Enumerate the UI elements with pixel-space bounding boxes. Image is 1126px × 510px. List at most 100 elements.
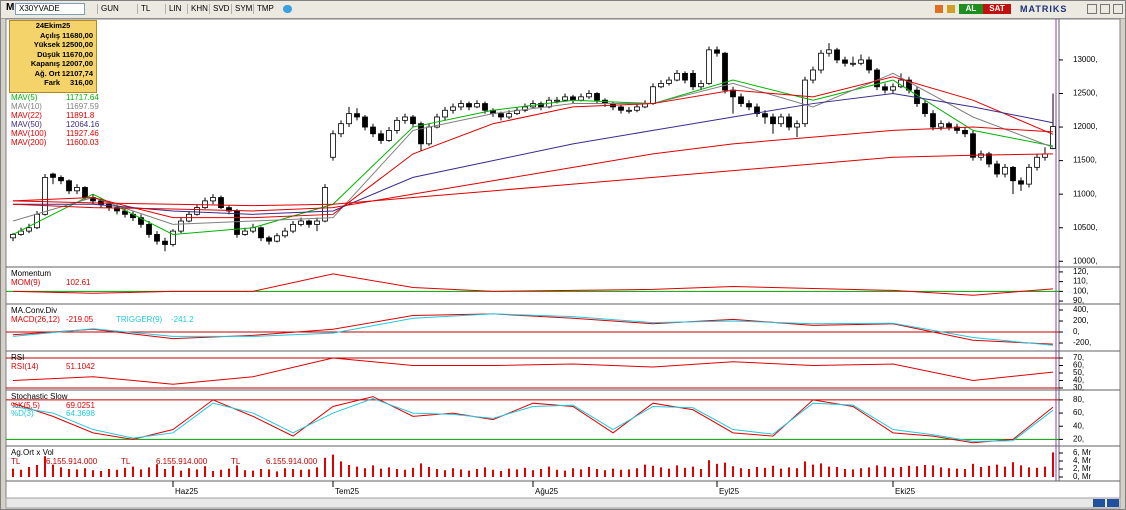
volume-bar bbox=[260, 469, 262, 477]
volume-bar bbox=[884, 466, 886, 477]
candle-body bbox=[786, 116, 792, 128]
volume-bar bbox=[148, 467, 150, 477]
candle-body bbox=[962, 130, 968, 135]
legend-value: 102.61 bbox=[66, 278, 91, 287]
volume-bar bbox=[668, 468, 670, 477]
toolbar: M X30YVADE AL SAT MATRIKS GUN TL LIN KHN SVD… bbox=[1, 1, 1125, 19]
candle-body bbox=[522, 106, 528, 111]
volume-bar bbox=[1044, 466, 1046, 477]
candle-body bbox=[794, 123, 800, 128]
volume-bar bbox=[76, 469, 78, 477]
volume-bar bbox=[196, 469, 198, 477]
info-value: 11670,00 bbox=[62, 49, 93, 59]
candle-body bbox=[482, 103, 488, 111]
indicator-line bbox=[12, 398, 1054, 442]
candle-body bbox=[66, 180, 72, 192]
symbol-box[interactable]: X30YVADE bbox=[15, 3, 85, 15]
info-date: 24Ekim25 bbox=[35, 21, 71, 30]
scroll-button[interactable] bbox=[1107, 499, 1119, 507]
volume-bar bbox=[412, 467, 414, 477]
legend-name: MAV(50) bbox=[11, 120, 42, 129]
volume-bar bbox=[716, 463, 718, 477]
candle-body bbox=[178, 220, 184, 232]
volume-bar bbox=[932, 465, 934, 477]
candle-body bbox=[450, 106, 456, 111]
volume-bar bbox=[908, 465, 910, 477]
y-tick-label: 90, bbox=[1073, 296, 1084, 305]
volume-bar bbox=[356, 466, 358, 477]
icon[interactable] bbox=[947, 5, 955, 13]
candle-body bbox=[570, 96, 576, 101]
toolbar-button[interactable]: KHN bbox=[187, 4, 211, 14]
volume-bar bbox=[524, 467, 526, 477]
candle-body bbox=[210, 197, 216, 202]
candle-body bbox=[778, 116, 784, 125]
volume-bar bbox=[980, 467, 982, 477]
volume-bar bbox=[740, 468, 742, 477]
icon[interactable] bbox=[935, 5, 943, 13]
toolbar-button[interactable]: TMP bbox=[253, 4, 277, 14]
scrollbar[interactable] bbox=[5, 497, 1121, 509]
candle-body bbox=[690, 72, 696, 88]
candle-body bbox=[18, 230, 24, 235]
volume-bar bbox=[404, 469, 406, 477]
candle-body bbox=[938, 123, 944, 128]
maximize-button[interactable] bbox=[1100, 4, 1110, 14]
toolbar-button[interactable]: LIN bbox=[165, 4, 184, 14]
info-row: Düşük 11670,00 bbox=[10, 50, 96, 60]
info-label: Düşük bbox=[37, 49, 60, 59]
volume-bar bbox=[444, 470, 446, 477]
toolbar-button[interactable]: SYM bbox=[231, 4, 255, 14]
info-row: Ağ. Ort 12107,74 bbox=[10, 69, 96, 79]
candle-body bbox=[274, 235, 280, 242]
y-tick-label: 50, bbox=[1073, 368, 1084, 377]
info-row: Fark 316,00 bbox=[10, 78, 96, 88]
candle-body bbox=[658, 83, 664, 88]
buy-button[interactable]: AL bbox=[959, 4, 983, 14]
y-tick-label: 12500, bbox=[1073, 89, 1097, 98]
legend-value: 11697.59 bbox=[66, 102, 99, 111]
candle-body bbox=[1026, 166, 1032, 185]
volume-bar bbox=[324, 457, 326, 477]
candle-body bbox=[218, 197, 224, 209]
legend-value: 11927.46 bbox=[66, 129, 99, 138]
volume-bar bbox=[796, 468, 798, 477]
candle-body bbox=[802, 79, 808, 125]
note-value: 6.155.914.000 bbox=[266, 457, 318, 466]
candle-body bbox=[866, 59, 872, 71]
info-box: 24Ekim25 Açılış 11680,00 Yüksek 12500,00 Düş… bbox=[9, 20, 97, 93]
volume-bar bbox=[764, 467, 766, 477]
volume-bar bbox=[1020, 465, 1022, 477]
candle-body bbox=[122, 210, 128, 215]
candle-body bbox=[290, 223, 296, 232]
volume-bar bbox=[548, 466, 550, 477]
legend-name: MAV(200) bbox=[11, 138, 47, 147]
candle-body bbox=[258, 227, 264, 239]
indicator-line bbox=[12, 153, 1054, 207]
candle-body bbox=[698, 83, 704, 88]
sell-button[interactable]: SAT bbox=[983, 4, 1011, 14]
close-button[interactable] bbox=[1113, 4, 1123, 14]
toolbar-button[interactable]: TL bbox=[137, 4, 153, 14]
minimize-button[interactable] bbox=[1087, 4, 1097, 14]
x-tick-label: Eyl25 bbox=[719, 487, 740, 496]
twitter-icon[interactable] bbox=[283, 5, 292, 13]
panel-title: RSI bbox=[11, 353, 24, 362]
candle-body bbox=[842, 59, 848, 64]
volume-bar bbox=[924, 465, 926, 477]
candle-body bbox=[850, 62, 856, 65]
volume-bar bbox=[36, 465, 38, 477]
volume-bar bbox=[236, 465, 238, 477]
candle-body bbox=[706, 49, 712, 84]
volume-bar bbox=[156, 464, 158, 477]
volume-bar bbox=[132, 466, 134, 477]
y-tick-label: 120, bbox=[1073, 267, 1089, 276]
scroll-button[interactable] bbox=[1093, 499, 1105, 507]
toolbar-button[interactable]: SVD bbox=[209, 4, 232, 14]
info-value: 316,00 bbox=[70, 78, 93, 87]
volume-bar bbox=[316, 467, 318, 477]
volume-bar bbox=[20, 469, 22, 477]
candle-body bbox=[554, 99, 560, 102]
candle-body bbox=[890, 86, 896, 91]
toolbar-button[interactable]: GUN bbox=[97, 4, 122, 14]
